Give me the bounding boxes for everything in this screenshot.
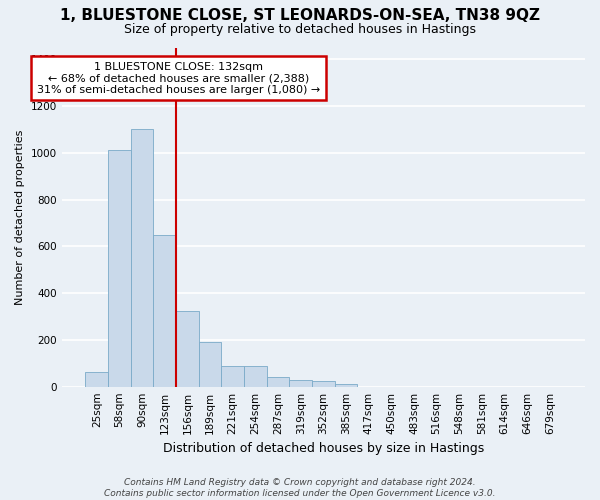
Bar xyxy=(131,130,154,386)
Y-axis label: Number of detached properties: Number of detached properties xyxy=(15,130,25,305)
Bar xyxy=(108,150,131,386)
Text: Size of property relative to detached houses in Hastings: Size of property relative to detached ho… xyxy=(124,22,476,36)
X-axis label: Distribution of detached houses by size in Hastings: Distribution of detached houses by size … xyxy=(163,442,484,455)
Text: 1 BLUESTONE CLOSE: 132sqm
← 68% of detached houses are smaller (2,388)
31% of se: 1 BLUESTONE CLOSE: 132sqm ← 68% of detac… xyxy=(37,62,320,94)
Bar xyxy=(312,381,335,386)
Bar xyxy=(85,372,108,386)
Bar xyxy=(199,342,221,386)
Bar xyxy=(176,310,199,386)
Bar xyxy=(221,366,244,386)
Bar xyxy=(244,366,266,386)
Bar xyxy=(266,376,289,386)
Bar xyxy=(154,234,176,386)
Text: Contains HM Land Registry data © Crown copyright and database right 2024.
Contai: Contains HM Land Registry data © Crown c… xyxy=(104,478,496,498)
Bar xyxy=(289,380,312,386)
Text: 1, BLUESTONE CLOSE, ST LEONARDS-ON-SEA, TN38 9QZ: 1, BLUESTONE CLOSE, ST LEONARDS-ON-SEA, … xyxy=(60,8,540,22)
Bar xyxy=(335,384,358,386)
